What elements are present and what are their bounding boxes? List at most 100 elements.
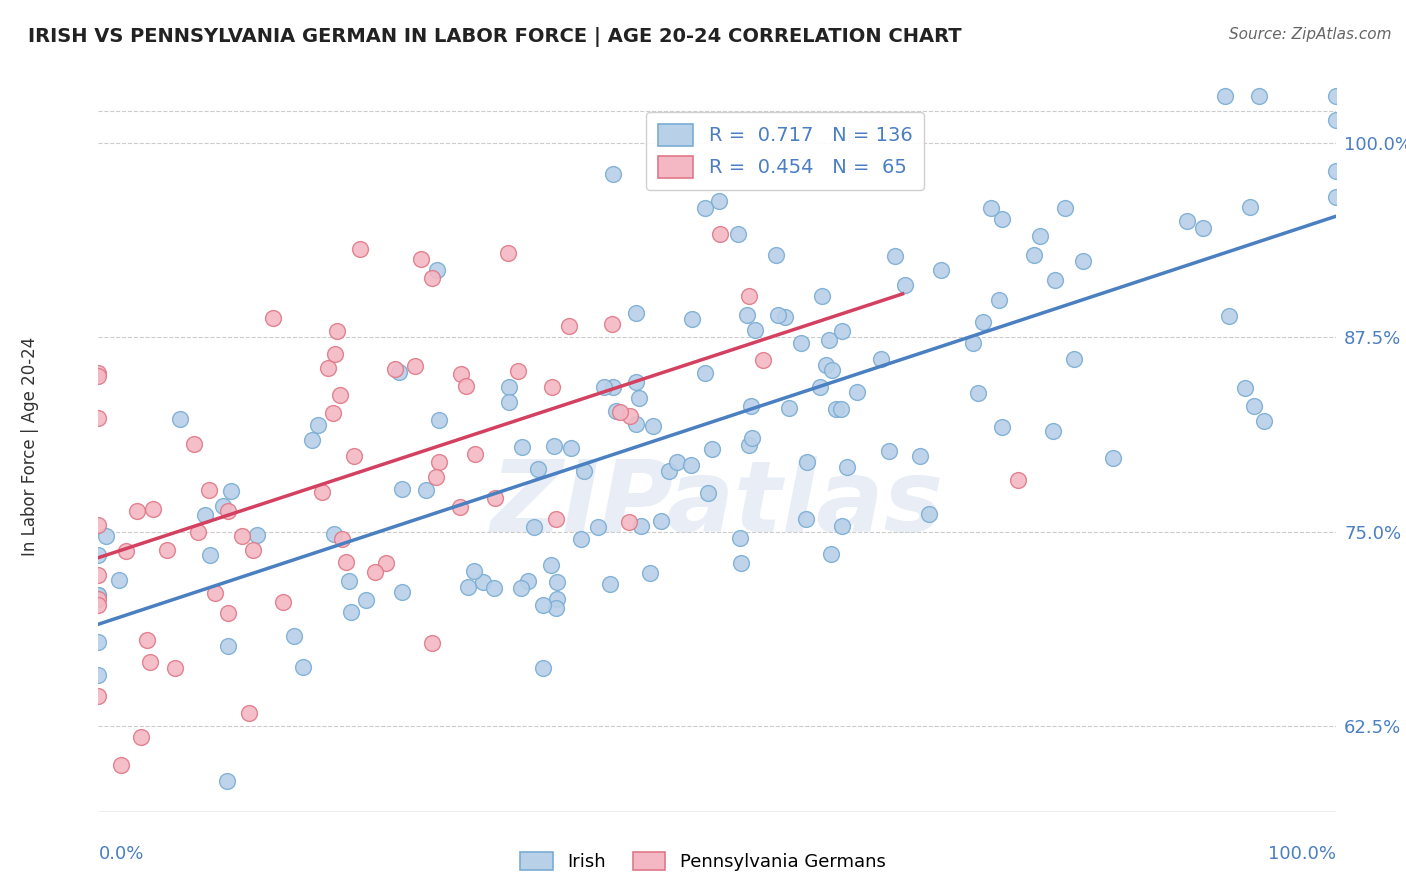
Point (169, 412, 191, 426)
Point (894, 277, 917, 292)
Point (765, 248, 787, 262)
Point (693, 367, 716, 381)
Point (1213, 88, 1236, 103)
Point (709, 227, 731, 242)
Point (307, 418, 329, 433)
Point (1053, 201, 1076, 215)
Point (544, 601, 567, 615)
Point (740, 399, 762, 413)
Point (602, 317, 624, 331)
Point (217, 639, 239, 653)
Point (808, 379, 831, 393)
Point (741, 431, 763, 445)
Point (337, 574, 360, 588)
Point (129, 731, 152, 745)
Point (343, 449, 366, 463)
Point (624, 417, 647, 431)
Text: In Labor Force | Age 20-24: In Labor Force | Age 20-24 (21, 336, 39, 556)
Point (498, 394, 520, 409)
Point (198, 549, 221, 563)
Point (619, 409, 641, 423)
Point (142, 501, 165, 516)
Point (87, 518, 110, 533)
Point (231, 529, 253, 543)
Point (457, 580, 479, 594)
Point (110, 757, 132, 772)
Point (329, 388, 352, 402)
Point (156, 543, 179, 558)
Text: 0.0%: 0.0% (98, 845, 143, 863)
Point (1239, 200, 1261, 214)
Point (330, 532, 353, 546)
Point (449, 500, 471, 514)
Point (560, 441, 582, 455)
Text: 100.0%: 100.0% (1268, 845, 1336, 863)
Point (991, 211, 1014, 226)
Point (1218, 309, 1240, 323)
Point (966, 385, 988, 400)
Point (818, 333, 841, 347)
Point (775, 310, 797, 324)
Point (364, 565, 387, 579)
Point (693, 201, 716, 215)
Text: IRISH VS PENNSYLVANIA GERMAN IN LABOR FORCE | AGE 20-24 CORRELATION CHART: IRISH VS PENNSYLVANIA GERMAN IN LABOR FO… (28, 27, 962, 46)
Point (1249, 88, 1271, 103)
Point (1024, 248, 1046, 262)
Point (727, 227, 749, 242)
Point (1102, 451, 1125, 466)
Point (1071, 253, 1094, 268)
Point (506, 364, 529, 378)
Point (546, 574, 568, 589)
Point (1042, 424, 1064, 438)
Point (918, 507, 941, 521)
Point (391, 482, 413, 496)
Point (482, 581, 505, 595)
Point (526, 462, 548, 476)
Point (517, 574, 540, 588)
Point (87, 634, 110, 648)
Point (1243, 400, 1265, 414)
Point (198, 483, 221, 498)
Point (931, 263, 953, 277)
Point (323, 347, 346, 361)
Point (1043, 272, 1066, 286)
Point (87, 568, 110, 582)
Point (335, 556, 357, 570)
Point (737, 289, 759, 303)
Point (115, 543, 138, 558)
Point (814, 359, 837, 373)
Point (139, 655, 162, 669)
Point (730, 531, 752, 545)
Point (569, 533, 592, 547)
Point (125, 504, 148, 518)
Point (387, 365, 409, 379)
Point (318, 361, 340, 376)
Point (609, 405, 631, 419)
Point (187, 524, 209, 539)
Point (425, 469, 447, 483)
Point (194, 508, 217, 522)
Point (363, 820, 385, 834)
Point (602, 167, 624, 181)
Point (87, 592, 110, 607)
Point (617, 516, 640, 530)
Legend: Irish, Pennsylvania Germans: Irish, Pennsylvania Germans (513, 845, 893, 879)
Point (427, 413, 450, 427)
Point (1324, 163, 1347, 178)
Point (650, 515, 672, 529)
Point (1324, 112, 1347, 127)
Point (1007, 474, 1029, 488)
Point (738, 438, 761, 452)
Point (96, 529, 118, 543)
Point (87, 369, 110, 384)
Point (796, 455, 818, 469)
Point (825, 402, 848, 417)
Point (1028, 228, 1050, 243)
Point (831, 519, 853, 533)
Point (794, 512, 817, 526)
Point (415, 483, 437, 497)
Point (135, 633, 157, 648)
Point (543, 439, 565, 453)
Point (641, 419, 664, 434)
Point (183, 436, 205, 450)
